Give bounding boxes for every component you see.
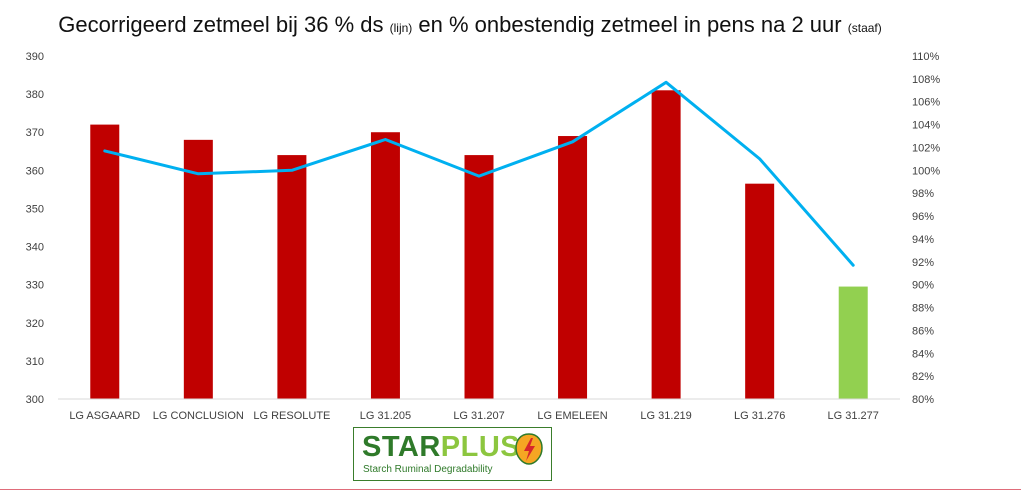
right-tick-label: 80% [912, 394, 934, 406]
right-tick-label: 94% [912, 234, 934, 246]
x-tick-label: LG ASGAARD [69, 410, 140, 422]
x-tick-label: LG EMELEEN [537, 410, 607, 422]
right-tick-label: 96% [912, 211, 934, 223]
right-tick-label: 104% [912, 120, 940, 132]
left-tick-label: 330 [26, 280, 44, 292]
title-bar-note: (staaf) [847, 21, 882, 35]
bottom-divider [0, 489, 1021, 490]
right-tick-label: 86% [912, 325, 934, 337]
right-tick-label: 84% [912, 348, 934, 360]
left-tick-label: 370 [26, 127, 44, 139]
x-tick-label: LG 31.276 [734, 410, 785, 422]
x-axis: LG ASGAARD LG CONCLUSION LG RESOLUTE LG 31.… [69, 410, 879, 422]
lightning-icon [515, 433, 543, 465]
series-line [103, 80, 855, 267]
bar [651, 90, 681, 400]
left-tick-label: 320 [26, 318, 44, 330]
left-tick-label: 390 [26, 51, 44, 63]
right-tick-label: 100% [912, 165, 940, 177]
logo-wordmark: STARPLUS [362, 431, 520, 463]
left-tick-label: 360 [26, 165, 44, 177]
x-tick-label: LG 31.219 [640, 410, 691, 422]
right-tick-label: 88% [912, 303, 934, 315]
bar [745, 183, 775, 399]
right-tick-label: 90% [912, 280, 934, 292]
left-tick-label: 340 [26, 242, 44, 254]
logo-word-plus: PLUS [440, 431, 521, 463]
left-tick-label: 350 [26, 203, 44, 215]
right-tick-label: 102% [912, 142, 940, 154]
logo-word-star: STAR [362, 431, 441, 463]
right-tick-label: 92% [912, 257, 934, 269]
x-tick-label: LG CONCLUSION [153, 410, 244, 422]
right-tick-label: 108% [912, 74, 940, 86]
right-tick-label: 106% [912, 97, 940, 109]
x-tick-label: LG 31.207 [453, 410, 504, 422]
left-tick-label: 310 [26, 356, 44, 368]
bar [370, 132, 400, 399]
line-series [103, 80, 855, 267]
bar [838, 286, 868, 399]
bar [183, 139, 213, 399]
x-tick-label: LG 31.205 [360, 410, 411, 422]
bar-series [90, 90, 868, 400]
left-tick-label: 300 [26, 394, 44, 406]
chart-title: Gecorrigeerd zetmeel bij 36 % ds (lijn) … [0, 12, 940, 38]
starplus-logo: STARPLUS Starch Ruminal Degradability [353, 427, 552, 481]
bar [558, 136, 588, 400]
right-tick-label: 98% [912, 188, 934, 200]
title-second: en % onbestendig zetmeel in pens na 2 uu… [418, 12, 842, 37]
x-tick-label: LG 31.277 [828, 410, 879, 422]
bar [90, 124, 120, 399]
bar [277, 155, 307, 399]
left-tick-label: 380 [26, 89, 44, 101]
right-tick-label: 82% [912, 371, 934, 383]
left-axis: 300 310 320 330 340 350 360 370 380 390 [26, 51, 44, 406]
logo-tagline: Starch Ruminal Degradability [363, 464, 493, 475]
x-tick-label: LG RESOLUTE [253, 410, 330, 422]
right-tick-label: 110% [912, 51, 940, 63]
title-main: Gecorrigeerd zetmeel bij 36 % ds [58, 12, 384, 37]
right-axis: 80% 82% 84% 86% 88% 90% 92% 94% 96% 98% 100% 102% 10… [912, 51, 940, 406]
title-line-note: (lijn) [389, 21, 413, 35]
bar [464, 155, 494, 399]
